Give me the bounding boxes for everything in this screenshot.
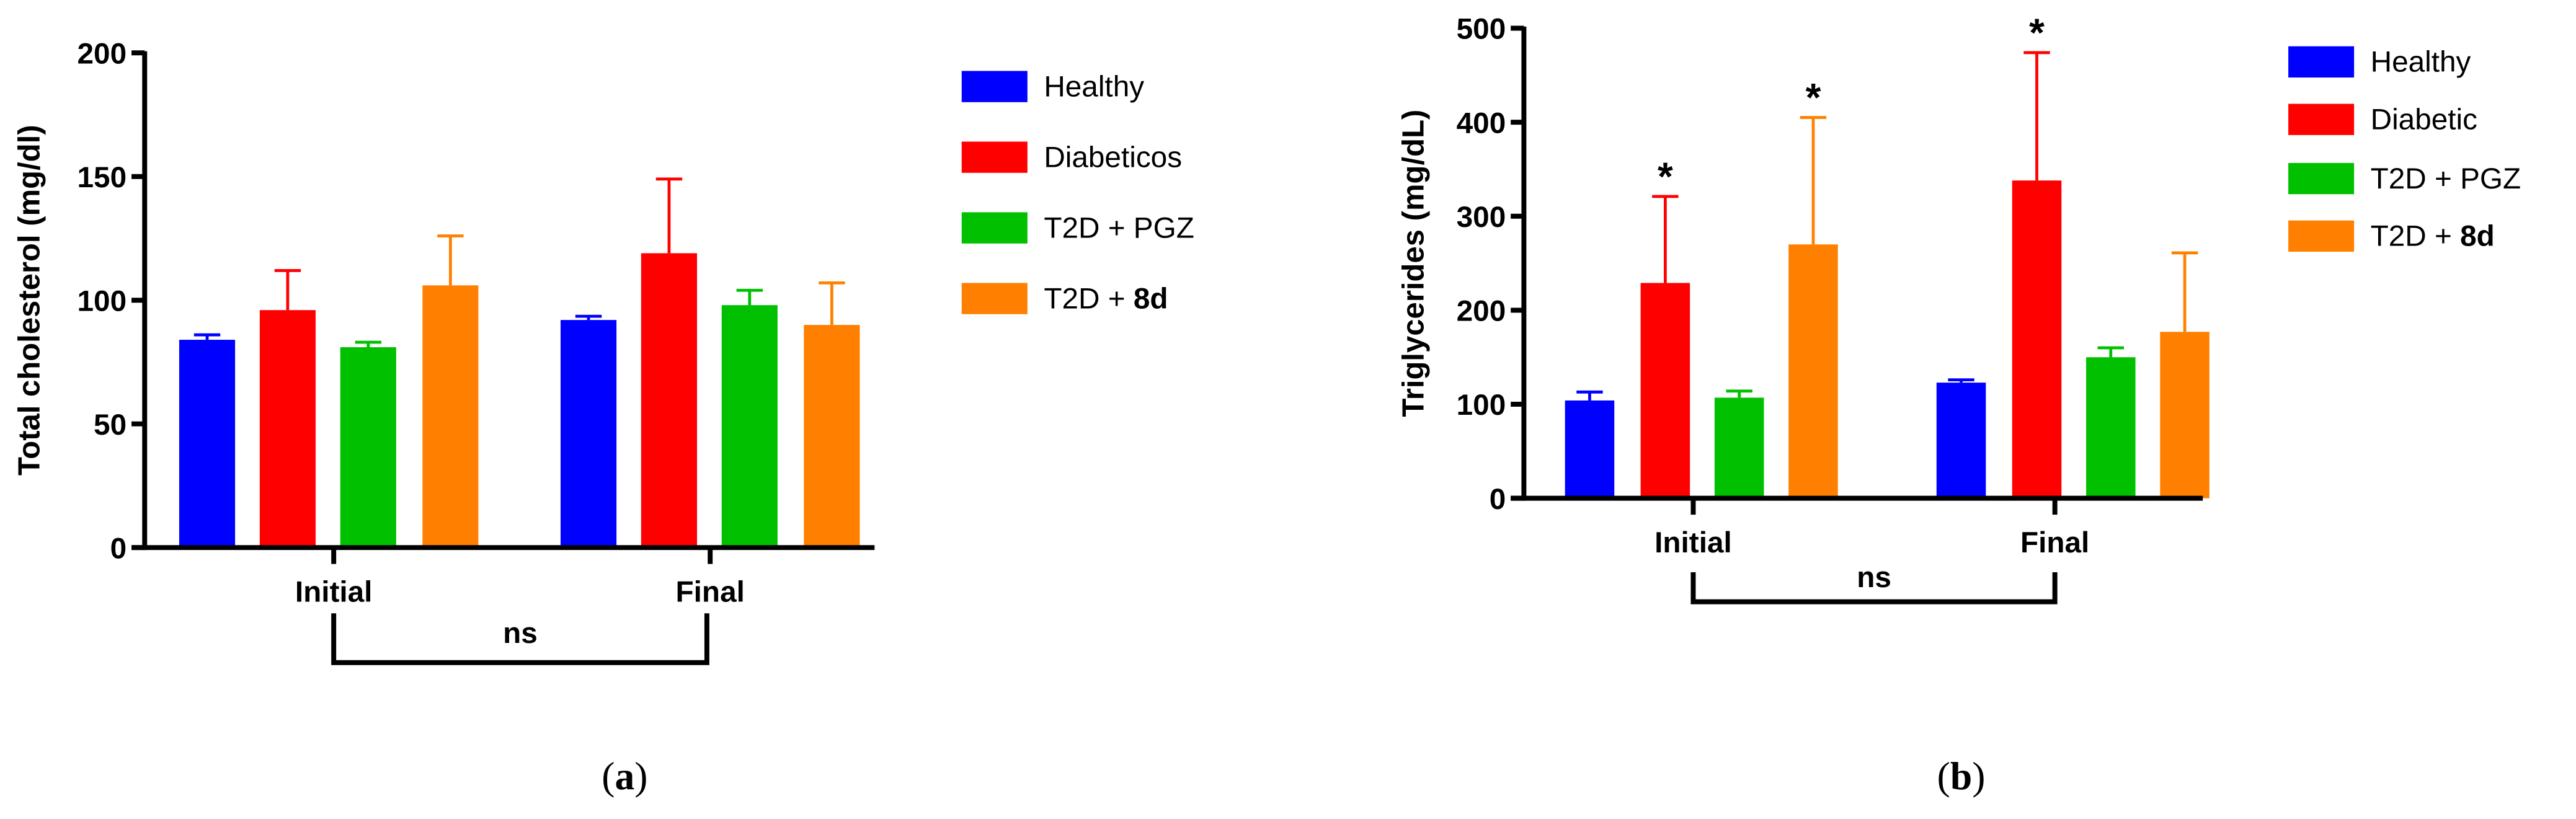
legend-label-text: Healthy xyxy=(1044,70,1144,103)
bar-t2d-pgz-initial xyxy=(340,347,396,548)
legend-label-text: Diabetic xyxy=(2371,104,2477,136)
legend-label-bold: 8d xyxy=(1134,282,1168,315)
panel-paren: ( xyxy=(1937,754,1950,798)
x-tick-label: Initial xyxy=(1654,526,1732,559)
legend-item: T2D + PGZ xyxy=(2288,162,2521,195)
panel-letter: b xyxy=(1950,754,1972,798)
legend-swatch xyxy=(961,71,1028,102)
y-tick-label: 150 xyxy=(78,161,127,194)
legend-label: Diabetic xyxy=(2371,104,2477,136)
bar-healthy-final xyxy=(1936,383,1986,498)
legend-swatch xyxy=(2288,220,2355,252)
bar-healthy-initial xyxy=(179,340,236,548)
x-tick-label: Initial xyxy=(295,576,373,609)
bar-t2d-8d-initial xyxy=(1788,244,1838,498)
legend-label-text: Healthy xyxy=(2371,46,2471,79)
legend-label: T2D + 8d xyxy=(1044,282,1168,315)
y-axis-label: Triglycerides (mg/dL) xyxy=(1397,110,1431,417)
bar-t2d-8d-final xyxy=(2160,332,2210,498)
y-tick-label: 100 xyxy=(78,285,127,317)
bar-diabetic-initial xyxy=(1640,283,1690,498)
legend-item: Diabetic xyxy=(2288,104,2477,136)
comparison-bracket xyxy=(331,613,709,665)
legend-item: T2D + PGZ xyxy=(961,211,1194,244)
bar-diabeticos-final xyxy=(641,253,697,548)
bar-t2d-pgz-final xyxy=(2086,357,2136,498)
significance-star: * xyxy=(1658,154,1673,198)
legend-item: T2D + 8d xyxy=(961,282,1168,315)
y-tick-label: 0 xyxy=(110,532,127,565)
legend-label-text: T2D + xyxy=(2371,220,2460,253)
bar-healthy-initial xyxy=(1565,400,1615,498)
legend-item: T2D + 8d xyxy=(2288,220,2495,253)
legend-label: Healthy xyxy=(2371,46,2471,79)
bar-diabetic-final xyxy=(2012,180,2062,498)
bar-diabeticos-initial xyxy=(259,310,316,548)
panel-paren: ( xyxy=(602,754,615,798)
y-tick-label: 200 xyxy=(1457,295,1506,328)
panel-paren: ) xyxy=(1972,754,1985,798)
legend-label-text: T2D + PGZ xyxy=(2371,162,2521,195)
x-tick-label: Final xyxy=(676,576,745,609)
legend-swatch xyxy=(2288,46,2355,78)
legend-item: Healthy xyxy=(961,70,1144,103)
legend-label-text: Diabeticos xyxy=(1044,141,1182,174)
y-tick-label: 300 xyxy=(1457,201,1506,234)
y-tick-label: 50 xyxy=(94,409,127,441)
legend-item: Healthy xyxy=(2288,46,2471,79)
panel-label: (b) xyxy=(1937,754,1986,798)
legend-swatch xyxy=(961,141,1028,173)
bar-t2d-pgz-final xyxy=(721,305,778,548)
bracket-label: ns xyxy=(503,617,538,650)
legend-swatch xyxy=(961,212,1028,244)
legend-label-text: T2D + xyxy=(1044,282,1133,315)
legend-swatch xyxy=(961,283,1028,314)
bar-healthy-final xyxy=(560,320,617,548)
legend-label-text: T2D + PGZ xyxy=(1044,211,1194,244)
panel-paren: ) xyxy=(634,754,647,798)
legend-label-bold: 8d xyxy=(2460,220,2495,253)
x-tick-label: Final xyxy=(2020,526,2089,559)
legend-label: Diabeticos xyxy=(1044,141,1182,174)
significance-star: * xyxy=(1806,76,1821,120)
legend-label: T2D + PGZ xyxy=(1044,211,1194,244)
bracket-label: ns xyxy=(1857,561,1891,594)
y-tick-label: 200 xyxy=(78,37,127,70)
y-tick-label: 400 xyxy=(1457,107,1506,139)
legend-item: Diabeticos xyxy=(961,141,1182,174)
legend-swatch xyxy=(2288,162,2355,195)
bar-t2d-pgz-initial xyxy=(1714,397,1764,498)
comparison-bracket xyxy=(1690,572,2058,604)
y-tick-label: 0 xyxy=(1490,483,1506,516)
legend-label: T2D + 8d xyxy=(2371,220,2495,253)
bar-t2d-8d-initial xyxy=(422,285,479,548)
legend-label: Healthy xyxy=(1044,70,1144,103)
bar-t2d-8d-final xyxy=(804,325,860,548)
y-tick-label: 500 xyxy=(1457,13,1506,46)
legend-label: T2D + PGZ xyxy=(2371,162,2521,195)
significance-star: * xyxy=(2029,11,2045,55)
panel-letter: a xyxy=(615,754,634,798)
panel-label: (a) xyxy=(602,754,647,798)
y-tick-label: 100 xyxy=(1457,389,1506,422)
chart-b: * * * 0 100 200 300 400 500 Initial Final Triglycer… xyxy=(1397,11,2521,798)
legend-swatch xyxy=(2288,104,2355,135)
y-axis-label: Total cholesterol (mg/dl) xyxy=(13,125,47,476)
chart-a: 0 50 100 150 200 Initial Final Total cholestero… xyxy=(13,37,1194,797)
